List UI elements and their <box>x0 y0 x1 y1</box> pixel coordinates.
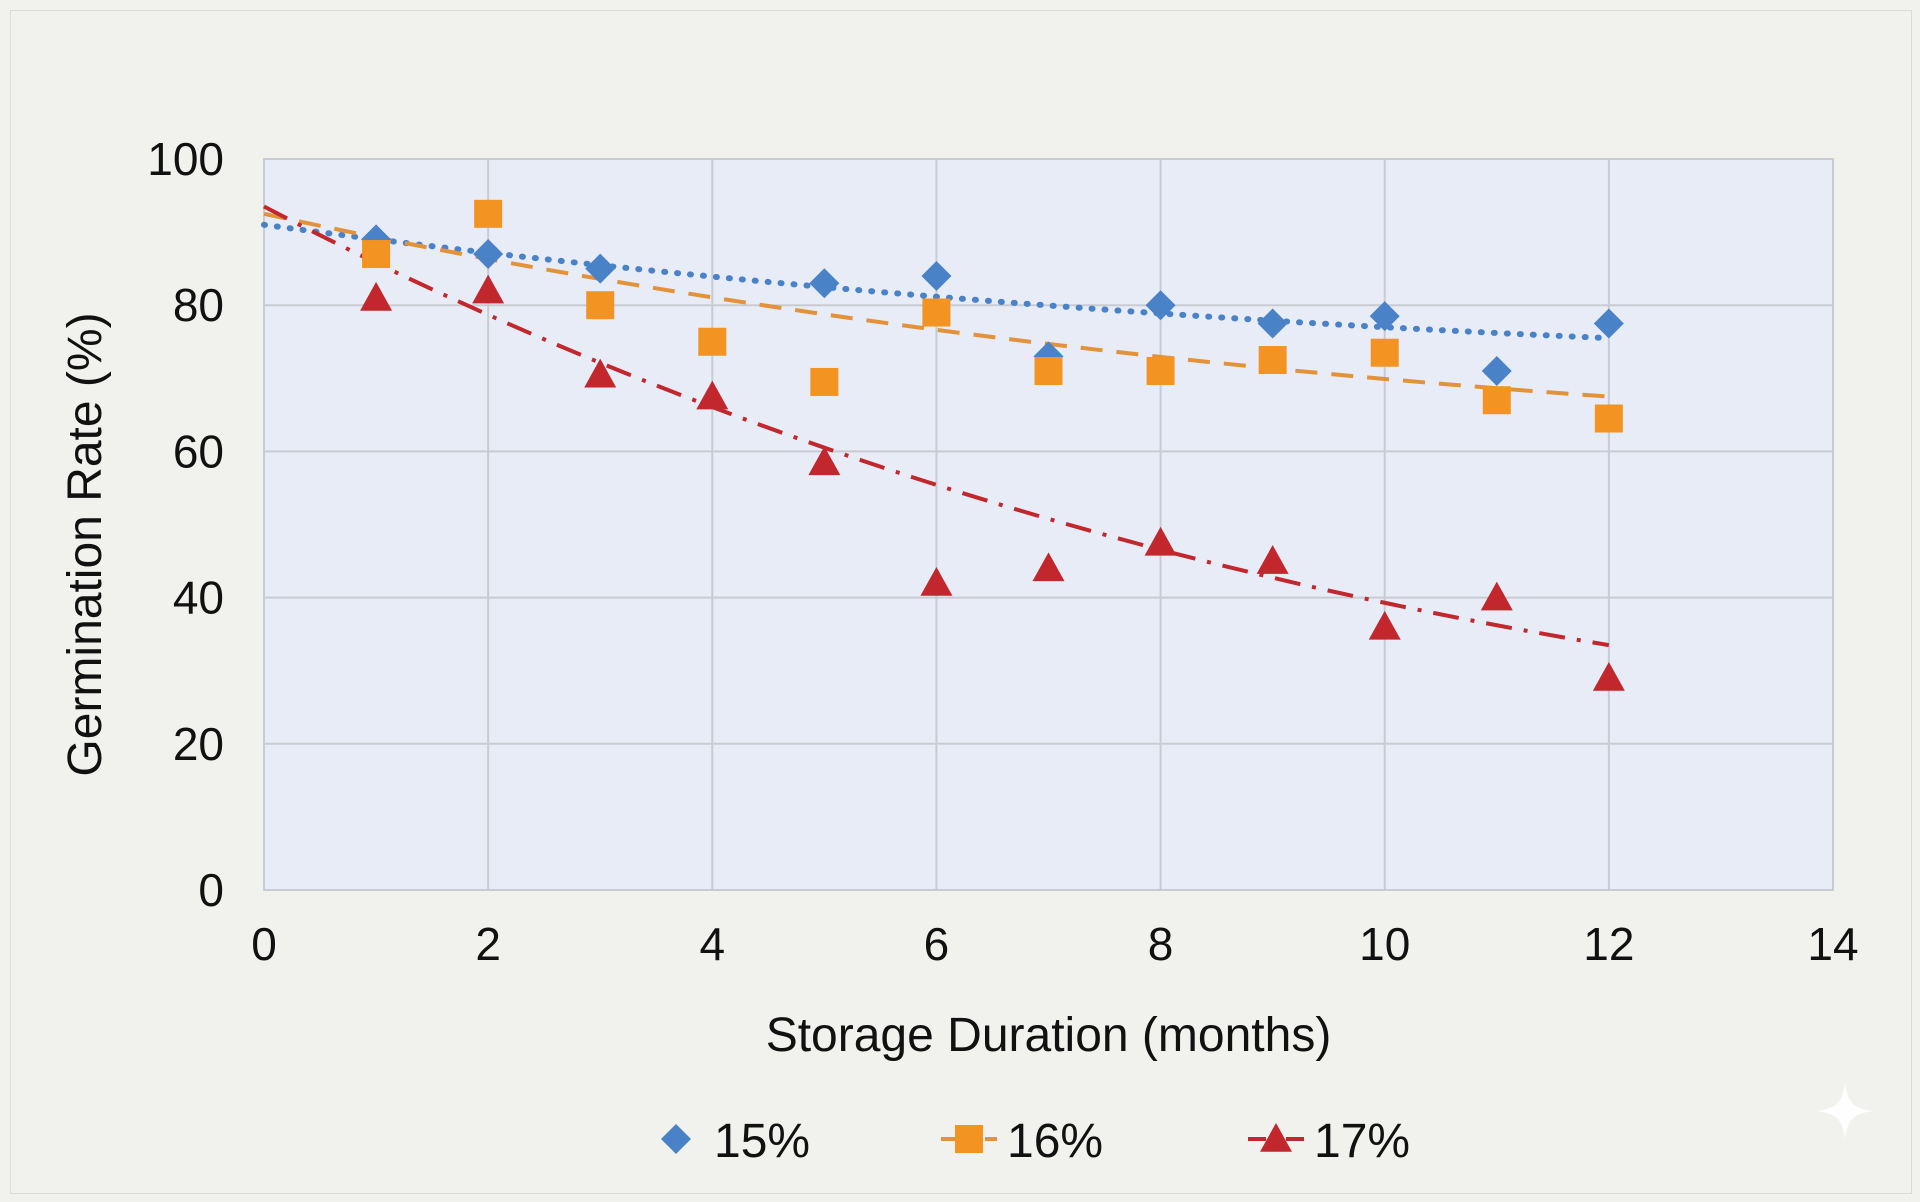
data-point-diamond <box>809 268 840 299</box>
data-point-triangle <box>1144 526 1177 556</box>
legend-marker-16% <box>955 1125 983 1153</box>
data-point-triangle <box>472 274 505 304</box>
data-point-diamond <box>1257 308 1288 339</box>
tick-labels: 0 2 4 6 8 10 12 14 0 20 40 60 80 100 <box>147 133 1858 970</box>
data-point-triangle <box>920 566 953 596</box>
y-tick-label: 100 <box>147 133 224 185</box>
data-point-square <box>1370 338 1399 367</box>
legend: 15% 16% 17% <box>661 1115 1410 1168</box>
x-tick-label: 12 <box>1583 918 1634 970</box>
y-axis-title: Germination Rate (%) <box>59 312 112 776</box>
sparkle-icon <box>1817 1083 1873 1139</box>
data-point-square <box>474 199 503 228</box>
data-point-diamond <box>585 253 616 284</box>
data-point-diamond <box>921 260 952 291</box>
data-point-triangle <box>808 446 841 476</box>
legend-label: 15% <box>714 1115 810 1168</box>
scatter-chart: 0 2 4 6 8 10 12 14 0 20 40 60 80 100 Storage Duration… <box>59 133 1859 1168</box>
y-tick-label: 60 <box>173 425 224 477</box>
chart-container: 0 2 4 6 8 10 12 14 0 20 40 60 80 100 Storage Duration… <box>10 10 1912 1194</box>
data-point-square <box>586 291 615 320</box>
data-point-square <box>1594 404 1623 433</box>
data-point-square <box>362 240 391 269</box>
x-tick-label: 0 <box>251 918 277 970</box>
x-tick-label: 4 <box>699 918 725 970</box>
y-tick-label: 80 <box>173 279 224 331</box>
data-point-diamond <box>1369 301 1400 332</box>
x-tick-label: 6 <box>924 918 950 970</box>
y-tick-label: 40 <box>173 572 224 624</box>
x-tick-label: 10 <box>1359 918 1410 970</box>
legend-label: 17% <box>1314 1115 1410 1168</box>
y-tick-label: 0 <box>198 864 224 916</box>
data-point-square <box>1146 356 1175 385</box>
data-point-triangle <box>696 380 729 410</box>
data-point-triangle <box>1480 581 1513 611</box>
data-point-square <box>698 327 727 356</box>
data-point-triangle <box>1256 545 1289 574</box>
data-point-triangle <box>1368 610 1401 640</box>
data-point-square <box>810 367 839 396</box>
data-point-square <box>1034 356 1063 385</box>
plot-area <box>263 158 1834 891</box>
legend-label: 16% <box>1007 1115 1103 1168</box>
data-point-triangle <box>360 281 393 311</box>
data-point-diamond <box>1145 290 1176 321</box>
trend-lines <box>261 204 1612 648</box>
data-point-triangle <box>1592 662 1625 691</box>
x-tick-label: 8 <box>1148 918 1174 970</box>
data-point-diamond <box>473 239 504 270</box>
data-point-square <box>1482 386 1511 415</box>
grid-lines <box>263 158 1834 891</box>
legend-marker-15% <box>661 1124 691 1154</box>
trend-line-17% <box>263 204 1610 648</box>
data-point-square <box>1258 346 1287 375</box>
data-point-triangle <box>1032 552 1065 582</box>
x-tick-label: 14 <box>1807 918 1858 970</box>
data-point-triangle <box>584 358 617 388</box>
legend-marker-17% <box>1260 1123 1292 1152</box>
x-axis-title: Storage Duration (months) <box>766 1009 1332 1062</box>
data-point-diamond <box>1593 308 1624 339</box>
y-tick-label: 20 <box>173 718 224 770</box>
data-point-square <box>922 298 951 327</box>
trend-line-16% <box>263 211 1609 399</box>
data-markers <box>360 199 1625 691</box>
trend-line-15% <box>261 221 1612 342</box>
x-tick-label: 2 <box>475 918 501 970</box>
data-point-diamond <box>1481 355 1512 386</box>
